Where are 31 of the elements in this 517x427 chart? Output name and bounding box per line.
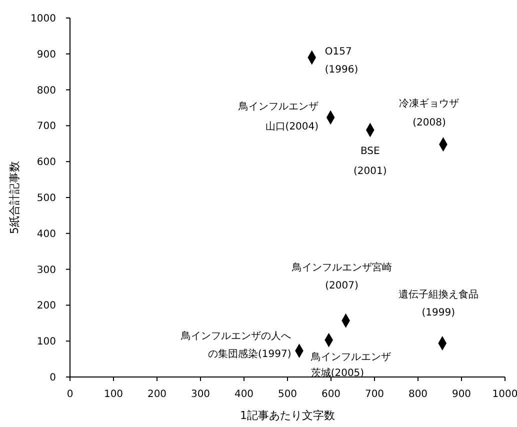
y-tick-label: 1000 — [30, 14, 56, 24]
annotation: 冷凍ギョウザ (2008) — [399, 97, 460, 128]
x-tick-label: 600 — [321, 389, 341, 400]
x-tick-label: 500 — [278, 389, 298, 400]
x-tick-label: 1000 — [492, 389, 517, 400]
annotation: 鳥インフルエンザ山口(2004) — [238, 100, 319, 132]
annotation: 鳥インフルエンザ宮崎 (2007) — [290, 262, 392, 292]
y-axis-title: 5紙合計記事数 — [8, 161, 21, 234]
x-tick-label: 900 — [452, 389, 472, 400]
annotation: O157 (1996) — [324, 46, 358, 76]
x-tick-label: 200 — [147, 389, 167, 400]
x-tick-label: 800 — [408, 389, 428, 400]
y-tick-label: 300 — [36, 264, 56, 276]
y-tick-label: 800 — [36, 85, 56, 96]
y-tick-label: 500 — [36, 193, 56, 204]
y-tick-label: 700 — [36, 121, 56, 132]
y-tick-label: 200 — [36, 300, 56, 312]
y-tick-label: 600 — [36, 157, 56, 168]
y-tick-label: 400 — [36, 228, 56, 240]
x-tick-label: 0 — [66, 389, 74, 400]
y-tick-label: 100 — [36, 336, 56, 348]
x-tick-label: 400 — [234, 389, 254, 400]
x-tick-label: 700 — [364, 389, 384, 400]
y-tick-label: 0 — [50, 372, 56, 384]
annotation: 鳥インフルエンザの人への集団感染(1997) — [180, 330, 292, 360]
annotation: BSE (2001) — [354, 146, 387, 178]
x-tick-label: 100 — [104, 389, 124, 400]
x-tick-label: 300 — [190, 389, 210, 400]
annotation: 遺伝子組換え食品 (1999) — [398, 288, 478, 318]
x-axis-title: 1記事あたり文字数 — [240, 409, 335, 422]
y-tick-label: 900 — [36, 49, 56, 60]
